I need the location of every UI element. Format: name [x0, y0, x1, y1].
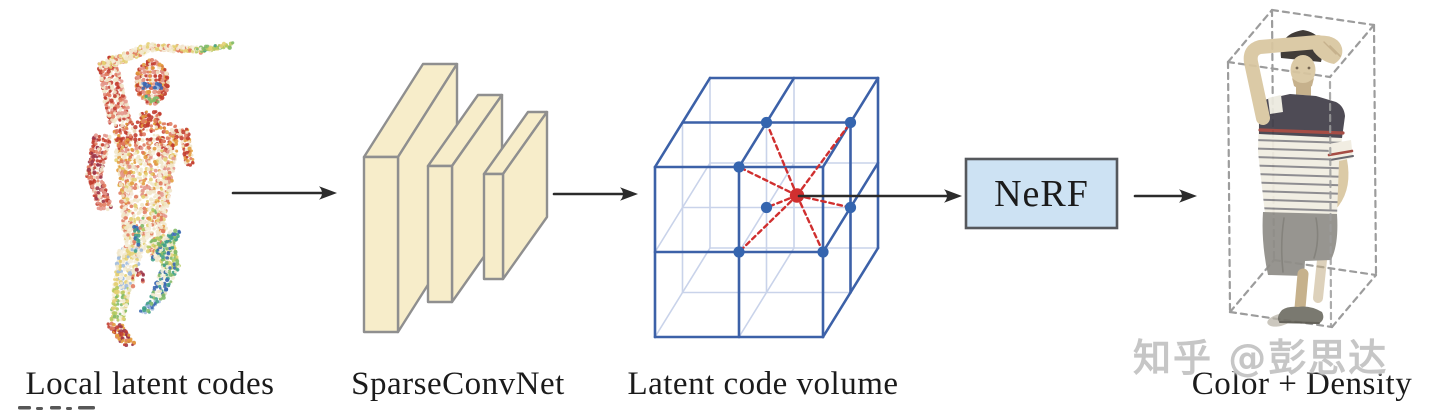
nerf-box: [964, 157, 1119, 230]
nerf-box-label: NeRF: [994, 172, 1089, 215]
point-cloud-figure: [85, 41, 235, 348]
caption-color-density: Color + Density: [1191, 366, 1413, 402]
flow-arrow-1: [231, 186, 337, 200]
flow-arrow-4: [1133, 189, 1197, 203]
output-person-figure: [1226, 8, 1378, 329]
cropped-text-artifact: [18, 406, 95, 410]
sparseconvnet-layers: [362, 62, 549, 334]
caption-local-latent-codes: Local latent codes: [25, 366, 275, 402]
caption-latent-code-volume: Latent code volume: [627, 366, 899, 402]
caption-sparseconvnet: SparseConvNet: [351, 366, 565, 402]
latent-code-volume-cube: [653, 76, 880, 339]
flow-arrow-2: [552, 187, 638, 201]
flow-arrow-3: [797, 189, 962, 203]
watermark-zhihu: 知乎 @彭思达: [1133, 336, 1389, 380]
